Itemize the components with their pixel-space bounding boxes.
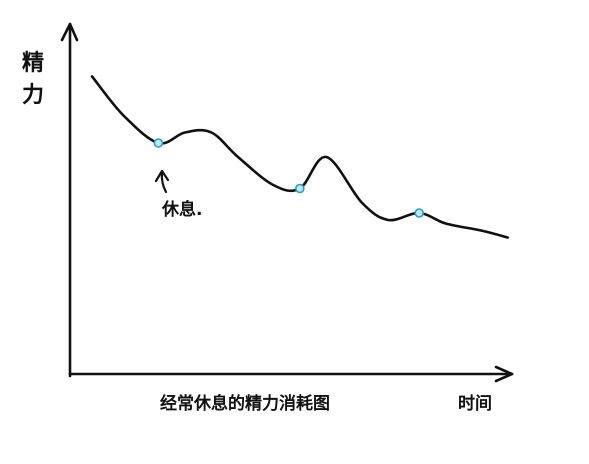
x-axis-arrow	[494, 365, 514, 383]
rest-point-marker-1	[153, 138, 164, 148]
y-axis-label-char-1: 精	[22, 50, 44, 76]
annotation-arrow-head	[154, 169, 170, 183]
rest-point-marker-2	[295, 183, 305, 194]
y-axis-arrow	[60, 22, 79, 42]
annotation-arrow	[160, 170, 168, 194]
rest-point-marker-3	[414, 208, 424, 218]
chart-caption: 经常休息的精力消耗图	[160, 393, 330, 414]
energy-series-line	[90, 75, 509, 239]
x-axis-label: 时间	[458, 393, 492, 414]
rest-point-markers	[153, 138, 424, 218]
annotation-label: 休息.	[161, 199, 202, 220]
y-axis-label-char-2: 力	[22, 83, 44, 108]
